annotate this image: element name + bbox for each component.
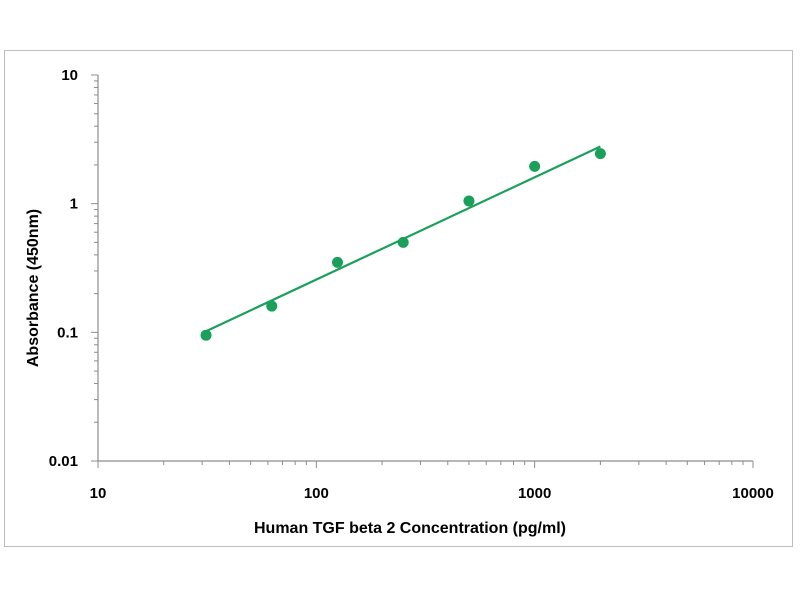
- data-point: [397, 236, 409, 248]
- data-point: [463, 195, 475, 207]
- axes: [91, 74, 754, 468]
- y-tick-label: 0.01: [49, 453, 78, 470]
- x-tick-label: 10: [90, 485, 107, 502]
- x-tick-label: 1000: [518, 485, 551, 502]
- data-point: [200, 329, 212, 341]
- x-tick-label: 10000: [732, 485, 774, 502]
- data-point: [594, 148, 606, 160]
- y-tick-label: 1: [70, 196, 78, 213]
- x-tick-label: 100: [304, 485, 329, 502]
- data-point: [331, 256, 343, 268]
- tick-labels: 10 100 1000 10000 10 1 0.1 0.01: [49, 67, 774, 502]
- data-point: [529, 160, 541, 172]
- data-points: [200, 148, 606, 341]
- y-tick-label: 10: [61, 67, 78, 84]
- chart-frame: [4, 50, 793, 547]
- y-tick-label: 0.1: [57, 324, 78, 341]
- y-axis-title: Absorbance (450nm): [25, 209, 42, 367]
- x-axis-title: Human TGF beta 2 Concentration (pg/ml): [254, 520, 566, 537]
- data-point: [266, 300, 278, 312]
